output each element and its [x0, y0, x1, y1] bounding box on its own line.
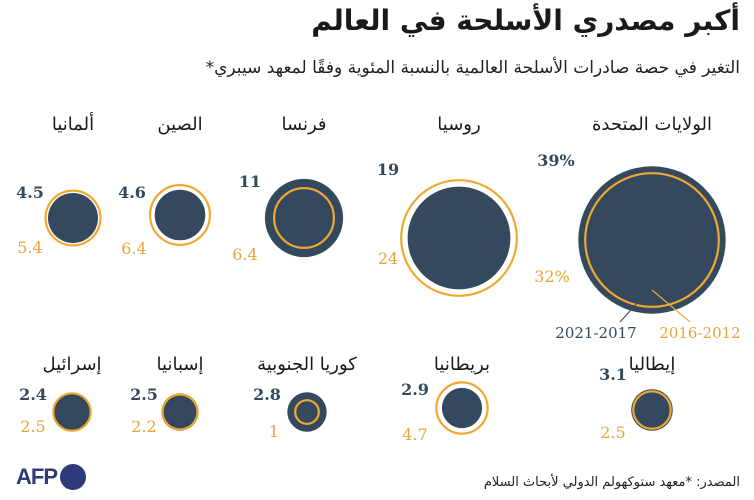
country-label: إيطاليا	[629, 354, 676, 375]
chart-subtitle: التغير في حصة صادرات الأسلحة العالمية با…	[205, 58, 740, 78]
bubble-recent	[161, 393, 199, 431]
bubble-recent	[578, 166, 726, 314]
country-label: كوريا الجنوبية	[257, 354, 357, 375]
value-label-previous: 32%	[534, 267, 570, 286]
value-label-recent: 3.1	[599, 365, 627, 384]
value-label-recent: 2.4	[19, 385, 47, 404]
value-label-previous: 4.7	[402, 425, 427, 444]
country-label: ألمانيا	[52, 112, 94, 135]
bubble-previous	[149, 184, 212, 247]
value-label-recent: 19	[377, 160, 399, 179]
value-label-recent: 4.5	[16, 183, 44, 202]
country-label: فرنسا	[281, 114, 326, 135]
value-label-previous: 2.5	[600, 423, 625, 442]
bubble-previous	[435, 381, 489, 435]
bubble-recent	[441, 387, 483, 429]
bubble-previous	[44, 189, 102, 247]
bubble-previous	[273, 187, 336, 250]
country-label: الولايات المتحدة	[592, 114, 712, 135]
country-label: الصين	[157, 114, 202, 135]
bubble-recent	[48, 193, 98, 243]
value-label-previous: 5.4	[17, 238, 42, 257]
value-label-previous: 6.4	[232, 245, 257, 264]
bubble-previous	[400, 179, 518, 297]
bubble-previous	[584, 172, 720, 308]
value-label-recent: 2.5	[130, 385, 158, 404]
legend-label-previous: 2016-2012	[659, 324, 740, 342]
value-label-previous: 6.4	[121, 239, 146, 258]
afp-logo-text: AFP	[16, 464, 58, 489]
bubble-recent	[264, 178, 344, 258]
chart-title: أكبر مصدري الأسلحة في العالم	[311, 4, 740, 37]
country-label: بريطانيا	[434, 354, 490, 375]
value-label-recent: 11	[239, 172, 261, 191]
country-label: إسرائيل	[42, 354, 101, 375]
legend-leader-previous	[651, 289, 691, 323]
bubble-chart: الولايات المتحدة 39% 32% 2021-2017 2016-2012…	[16, 112, 741, 444]
value-label-previous: 2.2	[131, 417, 156, 436]
value-label-previous: 2.5	[20, 417, 45, 436]
bubble-recent	[287, 392, 327, 432]
value-label-recent: 39%	[537, 151, 574, 170]
value-label-recent: 2.9	[401, 380, 429, 399]
value-label-previous: 1	[269, 422, 279, 441]
afp-logo-dot-icon	[60, 464, 86, 490]
bubble-recent	[154, 189, 206, 241]
value-label-previous: 24	[378, 249, 398, 268]
source-note: المصدر: *معهد ستوكهولم الدولي لأبحاث الس…	[483, 475, 740, 490]
country-label: روسيا	[437, 114, 480, 135]
bubble-previous	[52, 392, 92, 432]
legend-leader-recent	[619, 299, 641, 323]
legend-label-recent: 2021-2017	[555, 324, 636, 342]
country-label: إسبانيا	[157, 354, 204, 375]
bubble-recent	[407, 186, 511, 290]
bubble-previous	[294, 399, 320, 425]
bubble-previous	[161, 393, 199, 431]
value-label-recent: 4.6	[118, 183, 146, 202]
bubble-previous	[632, 390, 672, 430]
bubble-recent	[53, 393, 91, 431]
bubble-recent	[631, 389, 673, 431]
value-label-recent: 2.8	[253, 385, 281, 404]
afp-logo: AFP	[16, 464, 86, 490]
